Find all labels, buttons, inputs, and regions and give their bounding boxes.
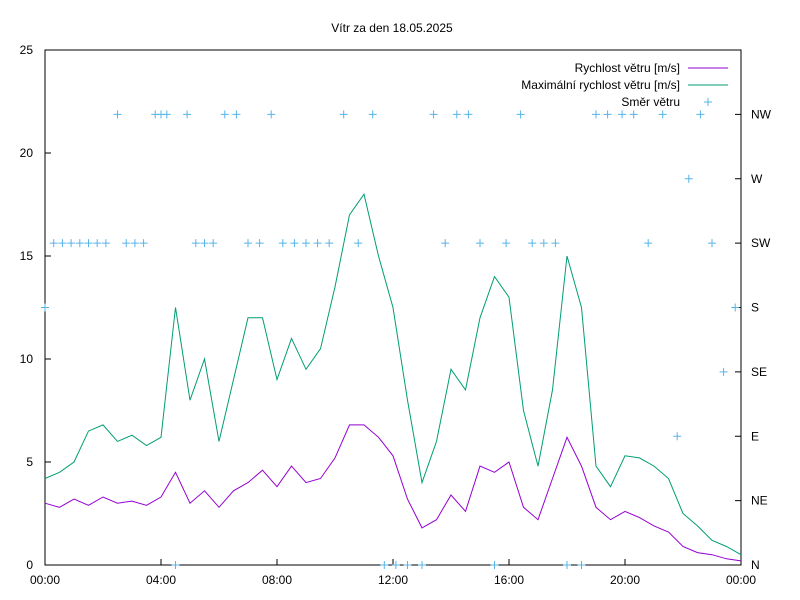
x-tick-label: 00:00 xyxy=(30,573,60,587)
direction-point xyxy=(313,239,322,248)
x-tick-label: 20:00 xyxy=(610,573,640,587)
x-tick-label: 12:00 xyxy=(378,573,408,587)
y2-tick-label: NE xyxy=(751,494,768,508)
direction-point xyxy=(113,110,122,119)
direction-point xyxy=(58,239,67,248)
direction-point xyxy=(441,239,450,248)
direction-point xyxy=(528,239,537,248)
series-layer xyxy=(41,110,742,569)
direction-point xyxy=(41,303,49,312)
x-tick-label: 08:00 xyxy=(262,573,292,587)
direction-point xyxy=(220,110,229,119)
direction-point xyxy=(551,239,560,248)
direction-point xyxy=(209,239,218,248)
legend-label: Maximální rychlost větru [m/s] xyxy=(521,78,680,92)
direction-point xyxy=(368,110,377,119)
direction-point xyxy=(603,110,612,119)
x-tick-label: 00:00 xyxy=(726,573,756,587)
direction-point xyxy=(139,239,148,248)
direction-point xyxy=(302,239,310,248)
series-max-speed-line xyxy=(44,193,742,556)
direction-point xyxy=(539,239,548,248)
y2-tick-label: E xyxy=(751,429,759,443)
direction-point xyxy=(592,110,600,119)
direction-point xyxy=(255,239,264,248)
direction-point xyxy=(183,110,192,119)
direction-point xyxy=(684,174,693,183)
legend-label: Rychlost větru [m/s] xyxy=(575,61,680,75)
direction-point xyxy=(75,239,84,248)
y2-tick-label: SW xyxy=(751,236,771,250)
direction-point xyxy=(49,239,58,248)
direction-point xyxy=(278,239,287,248)
direction-point xyxy=(658,110,667,119)
y-tick-label: 10 xyxy=(20,352,34,366)
direction-point xyxy=(267,110,276,119)
direction-point xyxy=(130,239,139,248)
direction-point xyxy=(644,239,653,248)
direction-point xyxy=(244,239,252,248)
direction-point xyxy=(673,432,682,441)
direction-point xyxy=(101,239,110,248)
direction-point xyxy=(380,561,389,569)
direction-point xyxy=(502,239,511,248)
direction-point xyxy=(122,239,131,248)
x-tick-label: 04:00 xyxy=(146,573,176,587)
direction-point xyxy=(162,110,171,119)
y2-tick-label: N xyxy=(751,558,760,572)
direction-point xyxy=(232,110,241,119)
legend-marker xyxy=(704,98,712,106)
y-tick-label: 25 xyxy=(20,43,34,57)
y2-tick-label: W xyxy=(751,172,763,186)
direction-point xyxy=(429,110,438,119)
direction-point xyxy=(577,561,586,569)
direction-point xyxy=(339,110,348,119)
direction-point xyxy=(629,110,638,119)
y-tick-label: 15 xyxy=(20,249,34,263)
y-tick-label: 5 xyxy=(26,455,33,469)
direction-point xyxy=(84,239,93,248)
direction-point xyxy=(391,561,400,569)
direction-point xyxy=(93,239,102,248)
legend-label: Směr větru xyxy=(621,95,680,109)
direction-point xyxy=(708,239,716,248)
chart-title: Vítr za den 18.05.2025 xyxy=(331,21,453,35)
y2-tick-label: NW xyxy=(751,107,772,121)
y-tick-label: 0 xyxy=(26,558,33,572)
direction-point xyxy=(490,561,499,569)
direction-point xyxy=(354,239,363,248)
y2-tick-label: S xyxy=(751,301,759,315)
direction-point xyxy=(618,110,627,119)
y2-tick-label: SE xyxy=(751,365,767,379)
legend: Rychlost větru [m/s] Maximální rychlost v… xyxy=(521,61,728,109)
direction-point xyxy=(731,303,740,312)
direction-point xyxy=(67,239,76,248)
direction-point xyxy=(418,561,426,569)
series-speed-line xyxy=(44,424,742,562)
direction-point xyxy=(696,110,705,119)
axes: 0 5 10 15 20 25 N NE E SE S SW W NW 00:00 04:00 08:00 12:… xyxy=(20,43,772,587)
direction-point xyxy=(191,239,200,248)
series-direction xyxy=(41,110,740,569)
direction-point xyxy=(563,561,571,569)
direction-point xyxy=(719,367,728,376)
direction-point xyxy=(171,561,180,569)
x-tick-label: 16:00 xyxy=(494,573,524,587)
direction-point xyxy=(200,239,209,248)
y-tick-label: 20 xyxy=(20,146,34,160)
direction-point xyxy=(476,239,484,248)
direction-point xyxy=(290,239,299,248)
direction-point xyxy=(325,239,334,248)
direction-point xyxy=(516,110,525,119)
direction-point xyxy=(452,110,461,119)
direction-point xyxy=(403,561,412,569)
direction-point xyxy=(464,110,473,119)
